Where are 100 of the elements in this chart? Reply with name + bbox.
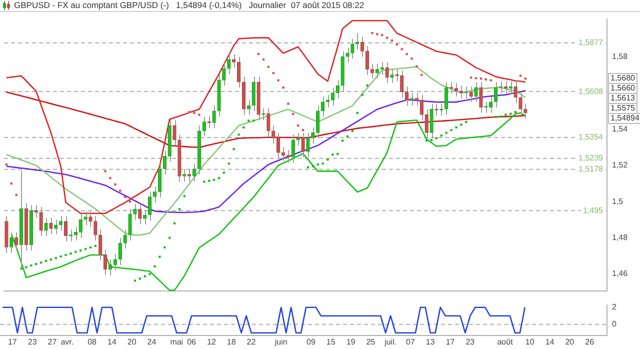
candlestick [464,86,468,99]
ref-line-label: 1,5608 [578,86,604,96]
x-tick-label: 25 [366,337,376,346]
candlestick [172,120,176,146]
x-tick-label: juil. [384,337,397,346]
candlestick [390,68,394,84]
x-tick-label: 22 [246,337,256,346]
candlestick [474,82,478,103]
candlestick [44,217,48,236]
candlestick [84,211,88,226]
x-tick-label: 27 [48,337,58,346]
y-tick-label: 1,5 [612,196,624,206]
candlestick [192,163,196,182]
x-tick-label: 14 [107,337,117,346]
y-tick-label: 1,48 [612,233,628,242]
candlestick [212,105,216,129]
candlestick [68,229,73,242]
candlestick [108,259,112,276]
candlestick [454,82,458,98]
x-tick-label: 19 [346,337,356,346]
candlestick [158,163,162,198]
candlestick [370,64,374,80]
candlestick [39,206,43,236]
candlestick [400,70,404,98]
x-tick-label: 23 [466,337,476,346]
candlestick [420,94,424,121]
candlestick [375,64,379,80]
x-tick-label: 07 [406,337,416,346]
candlestick [113,254,118,271]
x-tick-label: 23 [28,337,38,346]
ref-line-label: 1,495 [582,206,604,215]
ref-line-label: 1,5354 [578,132,604,142]
candlestick [236,56,241,88]
candlestick [281,146,286,162]
candlestick [385,62,389,84]
x-tick-label: 26 [585,337,595,346]
candlestick [479,82,483,114]
y-tick-label: 1,58 [612,52,628,62]
candlestick [469,86,473,103]
ref-line-label: 1,5877 [578,38,604,48]
x-tick-label: 13 [426,337,436,346]
candlestick [78,214,82,238]
candlestick [232,54,236,68]
candlestick [10,232,14,254]
candlestick [301,132,305,158]
y-tick-label: 2 [612,302,617,312]
ref-line-label: 1,5239 [578,154,604,163]
candlestick [276,132,280,159]
x-tick-label: 15 [326,337,336,346]
candlestick [330,87,335,106]
candlestick [74,226,78,242]
x-tick-label: 17 [446,337,456,346]
candlestick [162,150,166,175]
text: 1,5660 [610,84,636,93]
x-tick-label: avr. [60,337,74,346]
candlestick [424,108,428,139]
candlestick [103,249,108,276]
candlestick [88,211,92,228]
y-tick-label: 1,54 [612,124,628,134]
candlestick [49,217,53,235]
candlestick [320,96,325,118]
candlestick [494,82,498,108]
y-tick-label: 1,46 [612,269,628,278]
candlestick [148,190,152,222]
candlestick [98,229,102,261]
candlestick [524,103,528,120]
text: 1,5613 [610,94,636,103]
y-tick-label: 1,52 [612,160,628,170]
candlestick [430,103,434,139]
chart-title: GBPUSD - FX au comptant GBP/USD (-) 1,54894 (-0,14%) Journalier 07 août 2015 08:22 [14,0,364,11]
candlestick [484,102,488,114]
candlestick [227,54,231,75]
candlestick [133,203,137,220]
x-tick-label: 14 [545,337,555,346]
candlestick [346,47,350,63]
candlestick [59,216,63,232]
x-tick-label: 18 [226,337,236,346]
x-tick-label: juin [274,337,288,346]
x-tick-label: août [497,337,514,346]
candlestick [152,186,157,203]
candlestick [365,45,370,76]
x-tick-label: 06 [187,337,197,346]
candlestick [316,105,320,139]
candlestick [252,76,256,112]
candlestick [449,82,454,94]
candlestick [444,82,448,116]
candlestick [272,125,276,144]
text: 1,5575 [610,104,636,113]
ref-line-label: 1,5178 [578,164,604,174]
candlestick [14,232,18,251]
candlestick [514,80,518,104]
candlestick [64,216,68,242]
candlestick [222,62,226,86]
text: 1,54894 [610,114,640,123]
candlestick [360,36,364,58]
candlestick [128,208,132,242]
y-tick-label: 0 [612,320,617,329]
candlestick [489,96,493,114]
candlestick [118,237,122,266]
x-tick-label: 10 [525,337,535,346]
